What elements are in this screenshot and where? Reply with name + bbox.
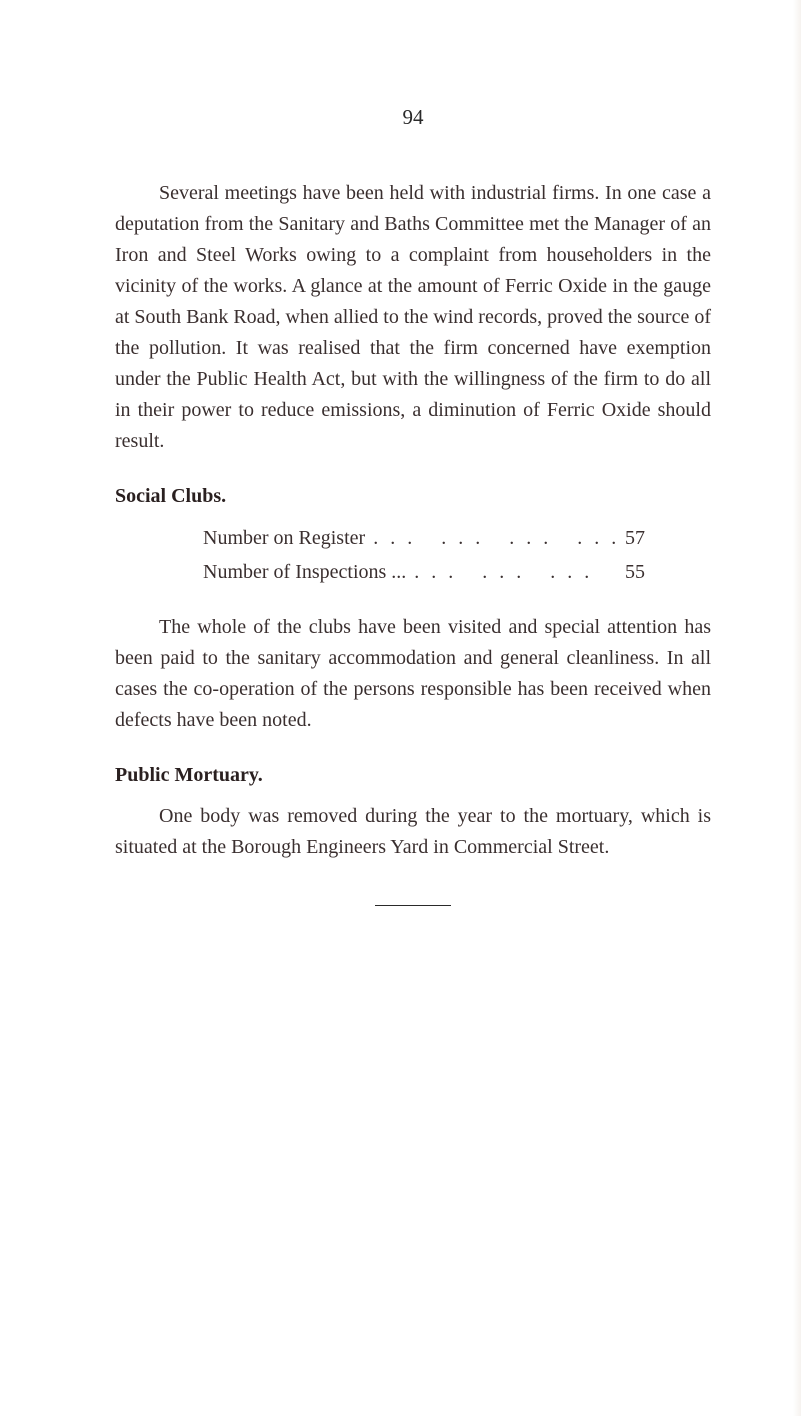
stat-row-inspections: Number of Inspections ... ... ... ... 55 [115, 556, 711, 588]
heading-social-clubs: Social Clubs. [115, 485, 711, 508]
section-divider [115, 893, 711, 911]
page-edge-shadow [793, 0, 801, 1416]
stat-value: 55 [625, 556, 645, 588]
paragraph-3: One body was removed during the year to … [115, 801, 711, 863]
paragraph-2: The whole of the clubs have been visited… [115, 612, 711, 736]
stat-row-register: Number on Register ... ... ... ... 57 [115, 522, 711, 554]
stat-dots: ... ... ... [406, 556, 625, 588]
divider-line [375, 905, 451, 906]
stat-dots: ... ... ... ... [365, 522, 625, 554]
stat-value: 57 [625, 522, 645, 554]
paragraph-1: Several meetings have been held with ind… [115, 178, 711, 457]
stats-block: Number on Register ... ... ... ... 57 Nu… [115, 522, 711, 588]
stat-label: Number of Inspections ... [203, 556, 406, 588]
stat-label: Number on Register [203, 522, 365, 554]
page-number: 94 [115, 105, 711, 130]
document-page: 94 Several meetings have been held with … [0, 0, 801, 991]
heading-public-mortuary: Public Mortuary. [115, 764, 711, 787]
